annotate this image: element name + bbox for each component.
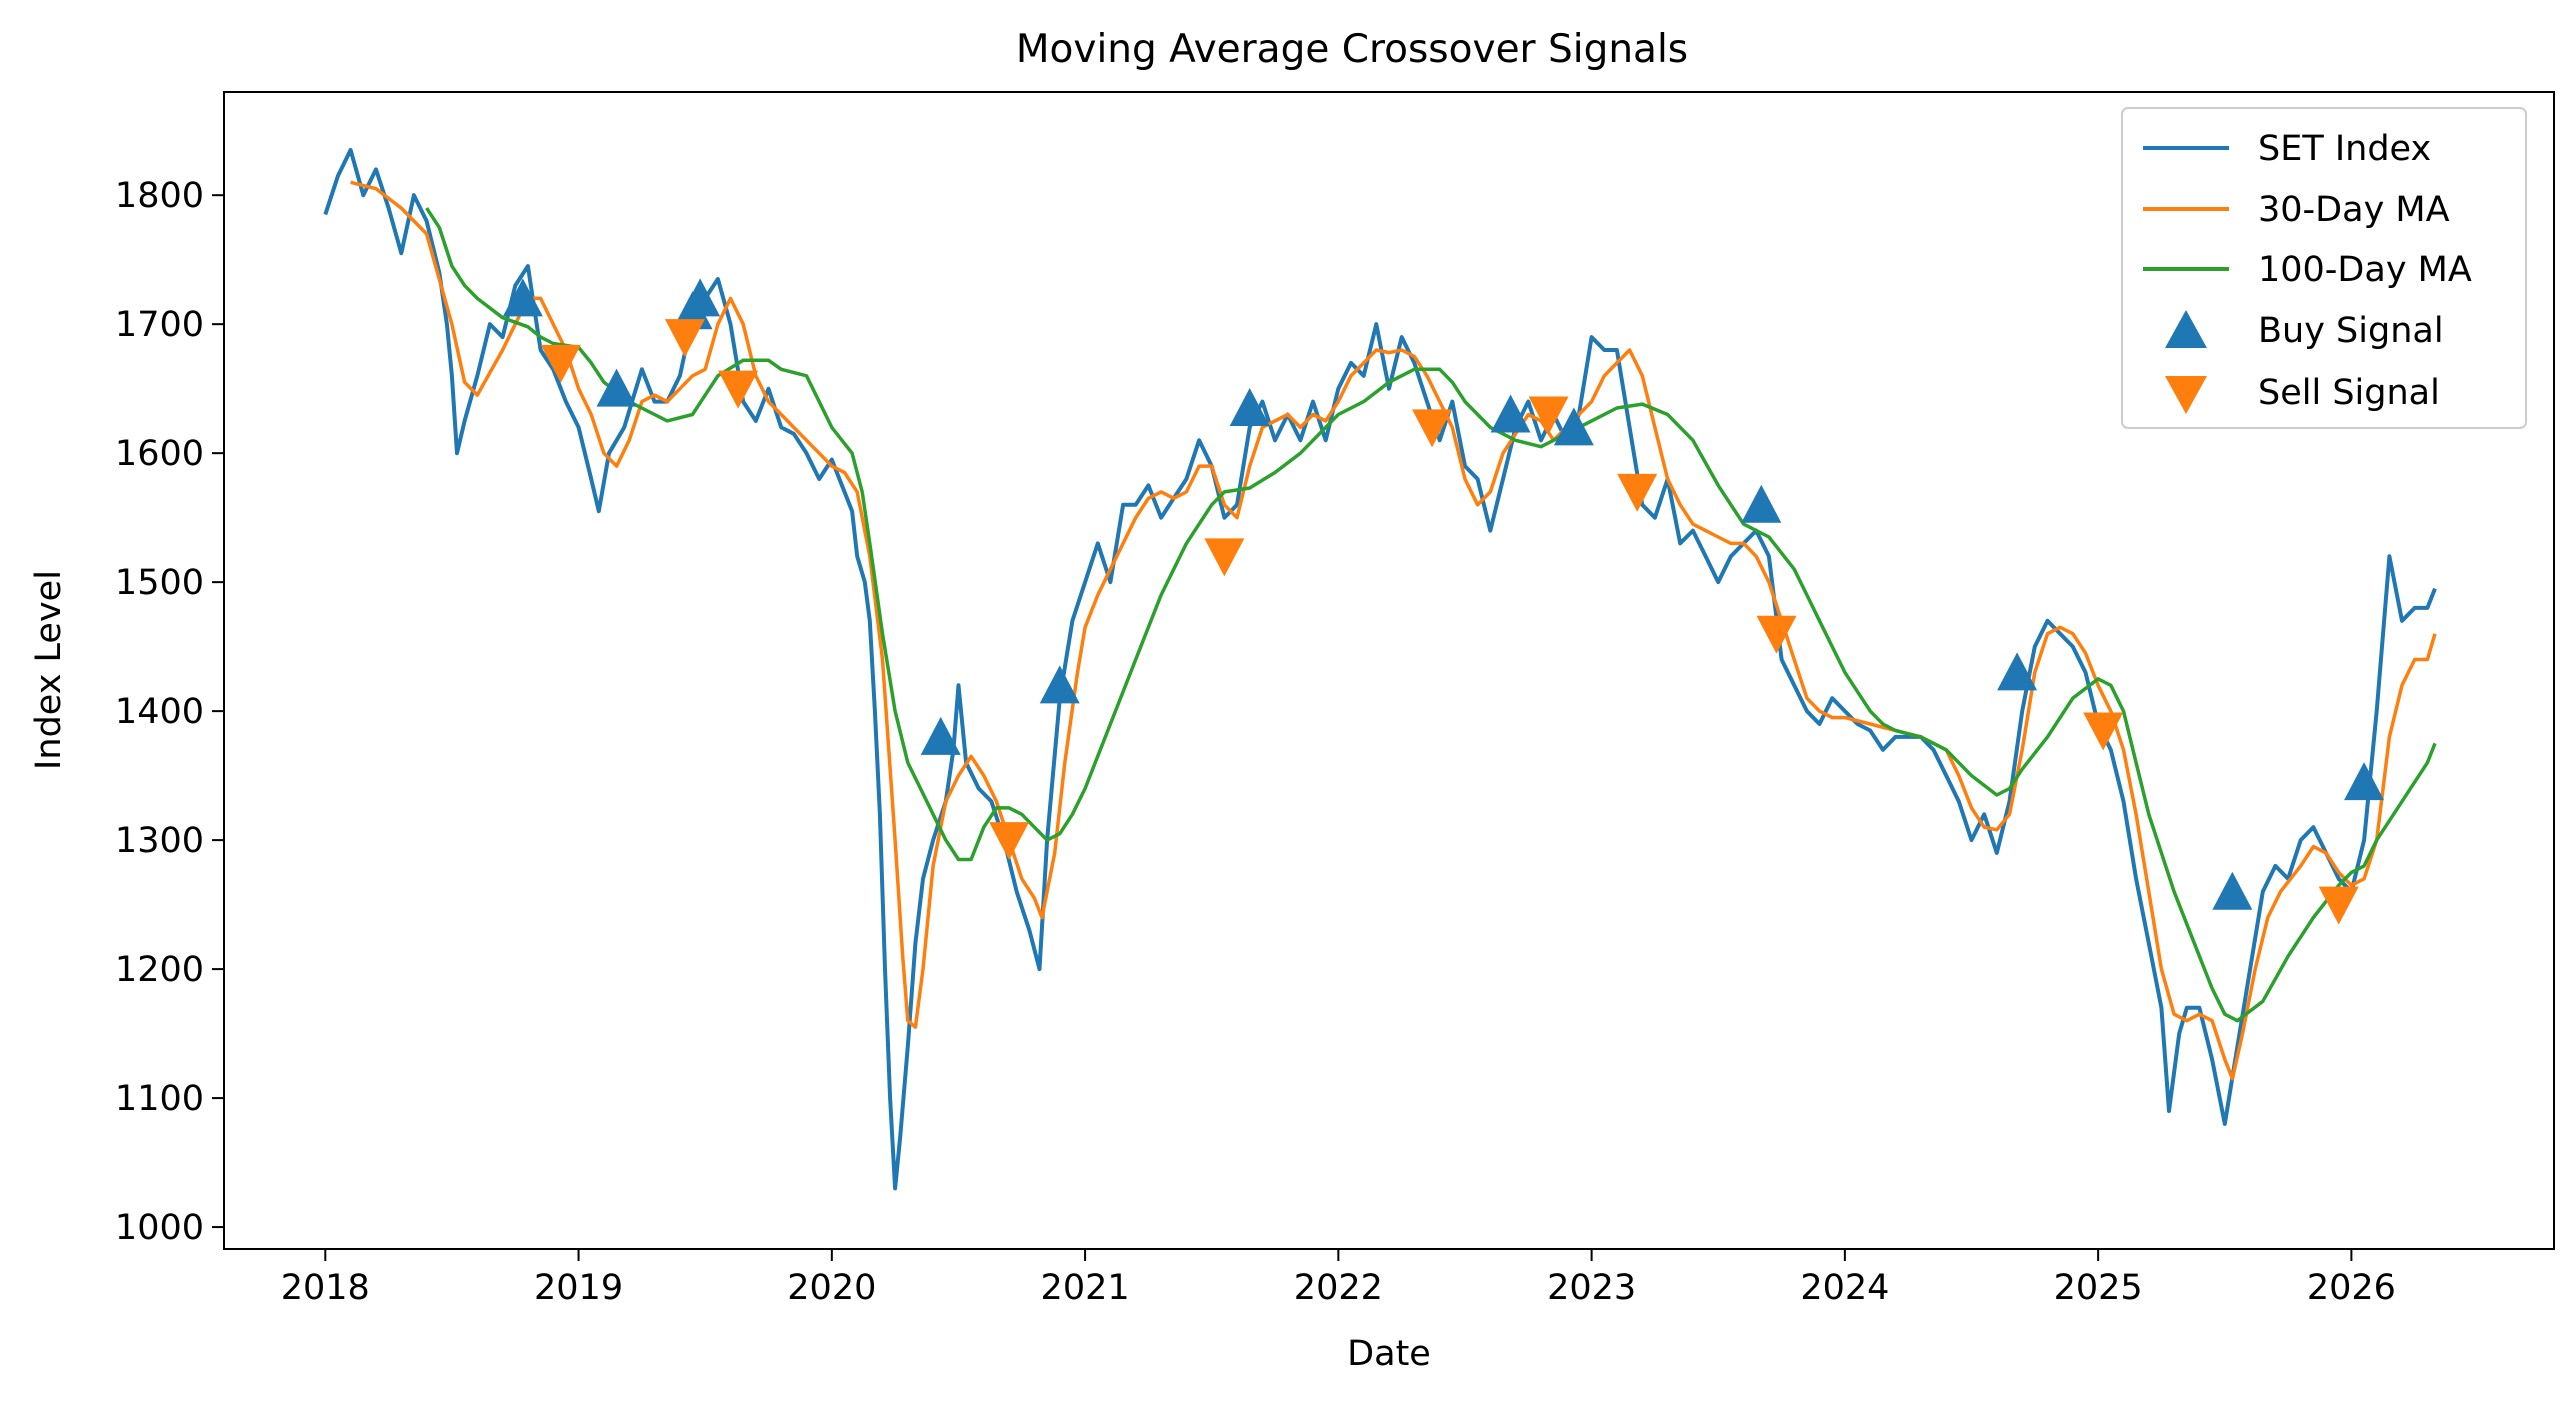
y-axis: 1000 1100 1200 1300 1400 1500 1600 1700 1800 <box>115 176 224 1248</box>
y-tick-label: 1100 <box>115 1079 204 1119</box>
sell-signal-marker <box>1756 615 1797 654</box>
sell-signal-marker <box>540 344 581 383</box>
ma30-line <box>350 180 2437 1081</box>
sell-signal-marker <box>1528 396 1569 435</box>
sell-signal-marker <box>2083 712 2124 751</box>
legend-ma100-label: 100-Day MA <box>2258 250 2472 290</box>
x-tick-label: 2024 <box>1800 1268 1889 1308</box>
buy-signal-marker <box>1553 407 1594 446</box>
buy-signal-marker <box>1997 652 2038 691</box>
chart-title: Moving Average Crossover Signals <box>1016 27 1688 72</box>
x-axis: 2018 2019 2020 2021 2022 2023 2024 2025 2026 <box>281 1249 2396 1308</box>
sell-signal-marker <box>1617 473 1658 512</box>
buy-signal-marker <box>2212 871 2253 910</box>
buy-signal-marker <box>1229 388 1270 427</box>
set-index-line <box>323 148 2437 1191</box>
plot-frame <box>223 91 2555 1250</box>
x-tick-label: 2020 <box>787 1268 876 1308</box>
buy-signal-marker <box>920 716 961 755</box>
legend-sell-label: Sell Signal <box>2258 373 2440 413</box>
sell-signal-marker <box>1412 409 1453 448</box>
sell-signal-marker <box>989 822 1030 861</box>
x-tick-label: 2018 <box>281 1268 370 1308</box>
x-tick-label: 2019 <box>534 1268 623 1308</box>
buy-signal-marker <box>2344 762 2385 801</box>
legend-box <box>2121 107 2527 429</box>
y-tick-label: 1500 <box>115 563 204 603</box>
x-tick-label: 2023 <box>1547 1268 1636 1308</box>
buy-signal-marker <box>596 368 637 407</box>
sell-signal-marker <box>664 319 705 358</box>
x-axis-label: Date <box>1347 1334 1431 1374</box>
legend-buy-label: Buy Signal <box>2258 311 2444 351</box>
legend: SET Index 30-Day MA 100-Day MA Buy Signa… <box>2121 107 2527 429</box>
legend-buy-marker <box>2165 310 2207 348</box>
legend-sell-marker <box>2165 376 2207 414</box>
buy-signal-marker <box>1039 665 1080 704</box>
buy-signal-marker <box>680 278 721 317</box>
y-tick-label: 1700 <box>115 305 204 345</box>
y-axis-label: Index Level <box>29 570 69 770</box>
sell-signal-marker <box>1204 538 1245 577</box>
x-tick-label: 2021 <box>1041 1268 1130 1308</box>
y-tick-label: 1600 <box>115 434 204 474</box>
ma100-line <box>425 207 2437 1023</box>
y-tick-label: 1400 <box>115 692 204 732</box>
buy-signal-marker <box>1741 484 1782 523</box>
buy-signal-marker <box>1490 394 1531 433</box>
sell-signal-marker <box>718 370 759 409</box>
x-tick-label: 2025 <box>2054 1268 2143 1308</box>
x-tick-label: 2022 <box>1294 1268 1383 1308</box>
y-tick-label: 1300 <box>115 821 204 861</box>
legend-set-label: SET Index <box>2258 129 2431 169</box>
legend-ma30-label: 30-Day MA <box>2258 190 2450 230</box>
y-tick-label: 1200 <box>115 950 204 990</box>
y-tick-label: 1800 <box>115 176 204 216</box>
plot-area <box>323 148 2437 1191</box>
buy-signal-marker <box>502 278 543 317</box>
sell-signal-marker <box>2318 886 2359 925</box>
x-tick-label: 2026 <box>2307 1268 2396 1308</box>
y-tick-label: 1000 <box>115 1208 204 1248</box>
